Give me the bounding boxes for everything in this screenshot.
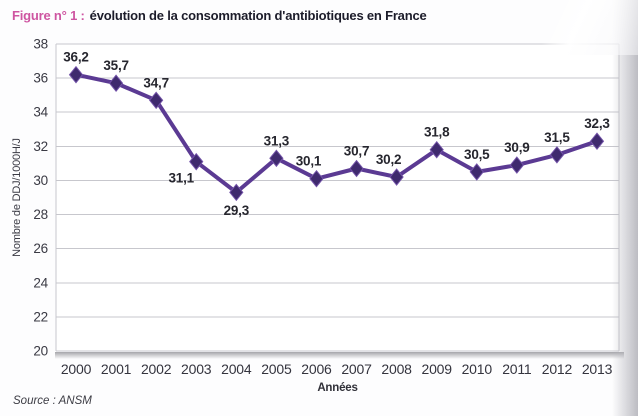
y-tick-label-20: 20: [33, 344, 48, 359]
data-point-marker-2010: [469, 163, 484, 181]
y-tick-label-38: 38: [33, 37, 48, 52]
y-tick-label-32: 32: [33, 139, 48, 154]
data-point-marker-2005: [269, 149, 284, 168]
x-tick-label-2007: 2007: [341, 361, 372, 377]
plot-area-shadow: [55, 352, 624, 359]
data-point-label-2013: 32,3: [584, 116, 610, 131]
x-tick-label-2006: 2006: [301, 361, 332, 377]
y-tick-label-36: 36: [33, 71, 48, 86]
x-tick-label-2005: 2005: [261, 361, 292, 377]
x-tick-label-2011: 2011: [502, 361, 532, 377]
data-point-label-2008: 30,2: [376, 152, 401, 167]
data-point-label-2004: 29,3: [224, 203, 250, 218]
data-point-label-2011: 30,9: [504, 140, 529, 155]
x-tick-label-2002: 2002: [141, 361, 172, 377]
x-tick-label-2000: 2000: [61, 361, 92, 377]
y-tick-label-22: 22: [33, 309, 48, 324]
figure-number-label: Figure n° 1 :: [12, 8, 85, 23]
data-point-label-2000: 36,2: [63, 50, 88, 65]
data-point-marker-2006: [309, 169, 324, 188]
page-corner-highlight: [488, 0, 638, 55]
y-tick-label-28: 28: [33, 207, 48, 222]
x-axis-title: Années: [317, 382, 357, 394]
data-point-marker-2011: [509, 156, 524, 174]
figure-caption: Figure n° 1 : évolution de la consommatio…: [12, 8, 427, 23]
data-point-marker-2003: [189, 152, 204, 171]
data-point-label-2012: 31,5: [544, 130, 570, 145]
y-tick-label-24: 24: [33, 275, 48, 290]
data-point-marker-2000: [68, 65, 84, 84]
data-point-marker-2012: [549, 146, 565, 164]
x-tick-label-2004: 2004: [221, 361, 252, 377]
data-point-label-2010: 30,5: [464, 147, 490, 162]
y-tick-label-30: 30: [33, 173, 48, 188]
y-tick-label-26: 26: [33, 241, 48, 256]
data-point-label-2009: 31,8: [424, 125, 450, 140]
data-point-marker-2001: [108, 74, 124, 93]
data-point-marker-2002: [149, 91, 164, 110]
source-note: Source : ANSM: [13, 395, 92, 407]
data-point-label-2007: 30,7: [344, 144, 369, 159]
y-axis-title: Nombre de DDJ/1000H/J: [11, 138, 23, 257]
data-point-marker-2008: [389, 168, 404, 186]
data-point-marker-2007: [349, 159, 364, 178]
x-tick-label-2001: 2001: [101, 361, 132, 377]
figure-title-text: évolution de la consommation d'antibioti…: [89, 8, 427, 23]
x-tick-label-2003: 2003: [181, 361, 212, 377]
page-scan-edge-shadow: [612, 0, 638, 416]
plot-area-background: [56, 44, 619, 351]
data-point-marker-2013: [589, 132, 605, 151]
x-tick-label-2010: 2010: [462, 361, 493, 377]
x-tick-label-2013: 2013: [582, 361, 613, 377]
data-point-label-2002: 34,7: [143, 75, 168, 90]
x-tick-label-2008: 2008: [381, 361, 412, 377]
data-point-label-2006: 30,1: [296, 154, 322, 169]
x-tick-label-2012: 2012: [542, 361, 573, 377]
data-point-label-2005: 31,3: [264, 133, 290, 148]
data-point-marker-2004: [229, 183, 244, 202]
x-tick-label-2009: 2009: [422, 361, 453, 377]
series-line: [74, 72, 599, 195]
data-point-label-2001: 35,7: [103, 58, 128, 73]
data-point-marker-2009: [429, 140, 444, 159]
data-point-label-2003: 31,1: [168, 170, 194, 185]
y-tick-label-34: 34: [33, 105, 48, 120]
